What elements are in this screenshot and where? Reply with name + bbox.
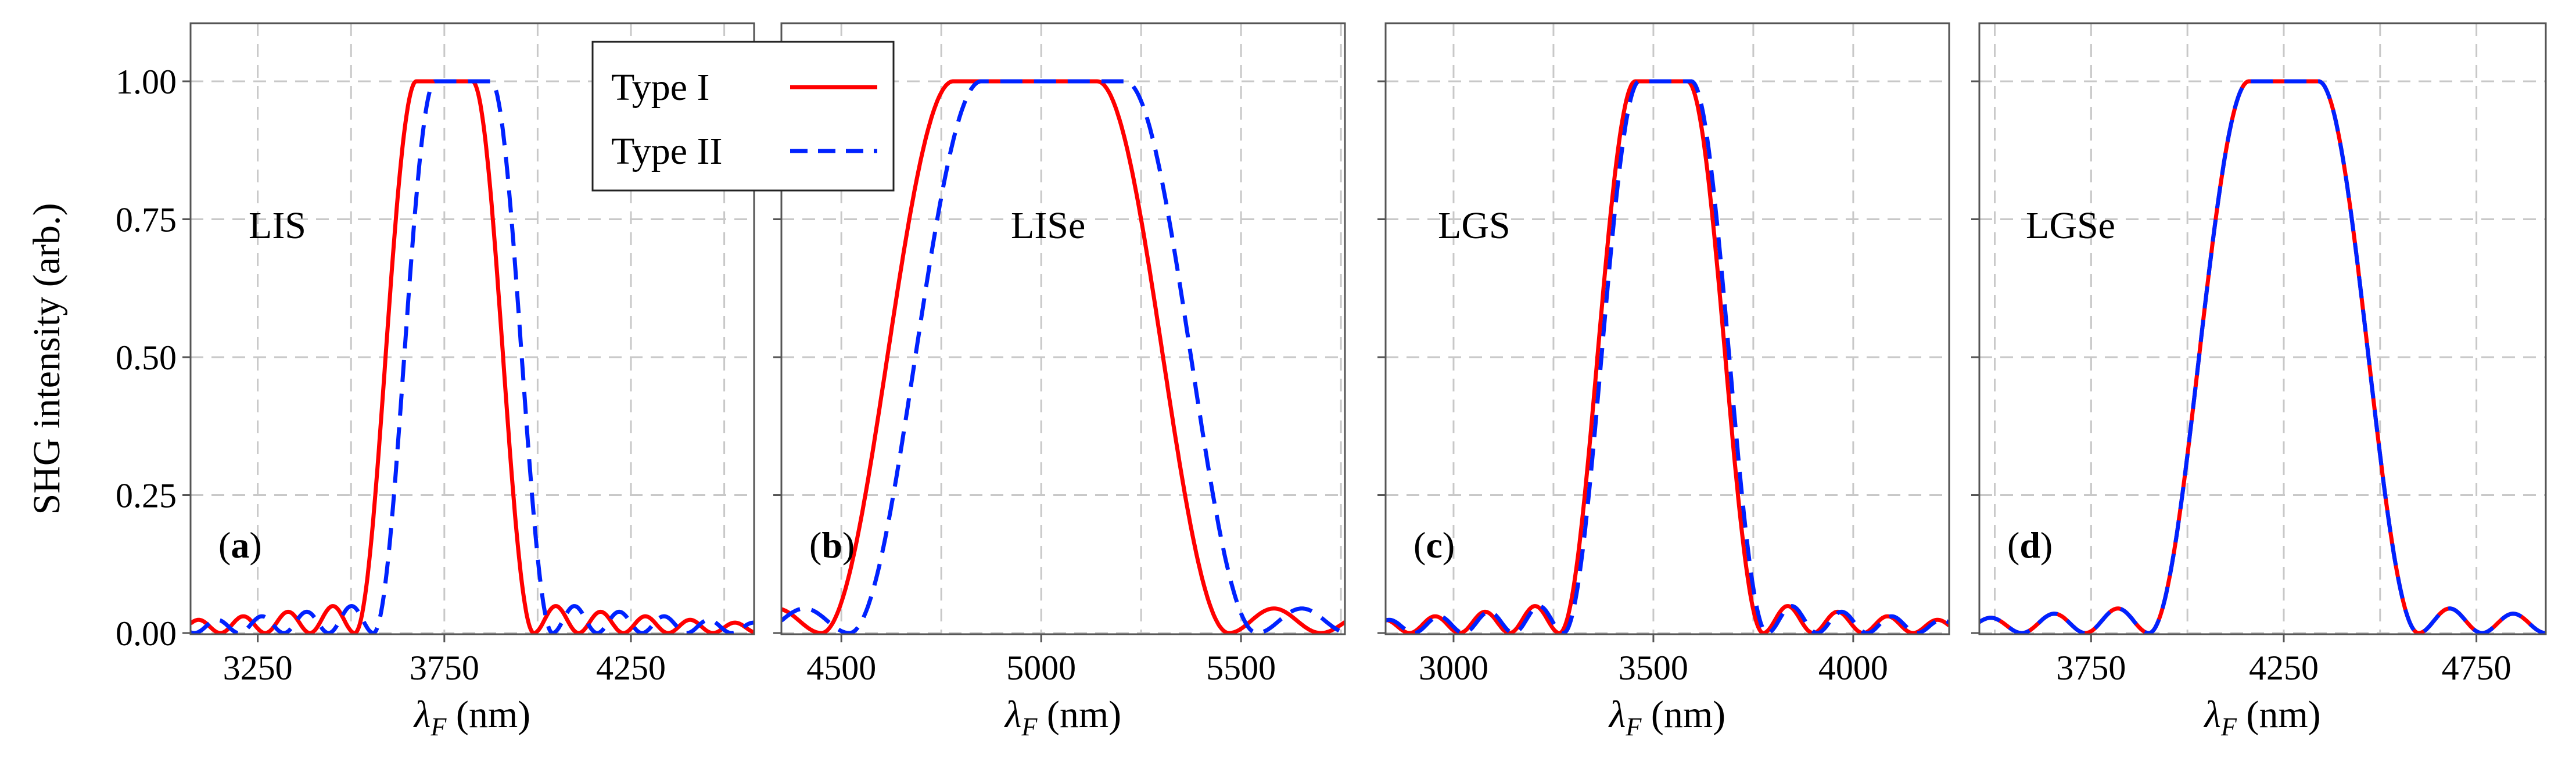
x-tick-label: 5000 (1006, 649, 1076, 687)
y-axis-label: SHG intensity (arb.) (26, 203, 68, 515)
panel-letter-label: (a) (218, 524, 262, 566)
x-axis-label: λF (nm) (2203, 693, 2320, 741)
x-tick-label: 5500 (1206, 649, 1276, 687)
panel-frame (1384, 22, 1950, 635)
y-tick-label: 0.25 (116, 477, 177, 515)
x-tick-label: 4250 (2249, 649, 2319, 687)
x-axis-label: λF (nm) (1608, 693, 1725, 741)
x-tick-label: 3000 (1419, 649, 1488, 687)
legend: Type I Type II (591, 41, 895, 192)
panel-frame (780, 22, 1346, 635)
x-tick-label: 4250 (596, 649, 666, 687)
x-tick-label: 3500 (1619, 649, 1688, 687)
crystal-name-label: LGSe (2026, 204, 2115, 247)
x-tick-label: 3750 (2056, 649, 2126, 687)
series-line-type-i (781, 79, 1345, 634)
panel-b: 4500 5000 5500 λF (nm) LISe (b) (773, 22, 1346, 741)
x-tick-label: 4000 (1818, 649, 1888, 687)
legend-box (591, 41, 895, 192)
panel-frame (189, 22, 755, 635)
x-axis-label: λF (nm) (413, 693, 530, 741)
panel-frame (1978, 22, 2547, 635)
panel-letter-label: (c) (1413, 524, 1455, 566)
series-line-type-ii (1386, 79, 1949, 634)
series-line-type-ii (191, 79, 754, 634)
y-tick-label: 0.50 (116, 339, 177, 377)
series-line-type-ii (781, 79, 1345, 634)
crystal-name-label: LIS (249, 204, 306, 247)
crystal-name-label: LGS (1438, 204, 1511, 247)
y-tick-label: 1.00 (116, 63, 177, 101)
legend-label: Type I (611, 66, 709, 109)
panel-letter-label: (d) (2007, 524, 2053, 566)
panel-c: 3000 3500 4000 λF (nm) LGS (c) (1377, 22, 1950, 741)
panel-d: 3750 4250 4750 λF (nm) LGSe (d) (1971, 22, 2547, 741)
y-tick-label: 0.00 (116, 614, 177, 653)
x-tick-label: 3250 (223, 649, 293, 687)
x-axis-label: λF (nm) (1004, 693, 1121, 741)
x-tick-label: 3750 (410, 649, 479, 687)
y-tick-label: 0.75 (116, 201, 177, 239)
x-tick-label: 4750 (2442, 649, 2512, 687)
crystal-name-label: LISe (1011, 204, 1085, 247)
panel-a: 3250 3750 4250 0.00 0.25 0.50 0.75 1.00 λF (nm) L… (116, 22, 755, 741)
series-line-type-ii (1979, 79, 2546, 634)
x-tick-label: 4500 (806, 649, 876, 687)
panel-letter-label: (b) (809, 524, 855, 566)
legend-label: Type II (611, 130, 722, 172)
